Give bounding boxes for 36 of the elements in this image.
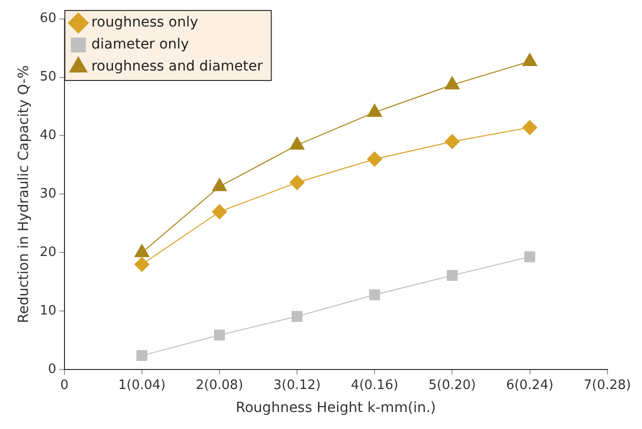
- x-tick-label: 6(0.24): [506, 378, 554, 393]
- y-tick-label: 30: [40, 186, 56, 202]
- legend-label: roughness only: [91, 14, 198, 31]
- point: [367, 152, 382, 167]
- x-tick-label: 4(0.16): [350, 378, 398, 393]
- point: [522, 52, 538, 66]
- point: [524, 251, 536, 262]
- y-axis-title: Reduction in Hydraulic Capacity Q-%: [16, 65, 32, 324]
- x-axis-title: Roughness Height k-mm(in.): [236, 400, 436, 416]
- x-tick-label: 3(0.12): [273, 378, 321, 393]
- point: [290, 175, 305, 190]
- y-tick-label: 50: [40, 70, 56, 85]
- point: [134, 244, 150, 258]
- y-tick-label: 0: [48, 362, 56, 377]
- x-tick-label: 1(0.04): [118, 378, 166, 393]
- point: [212, 204, 227, 220]
- point: [444, 76, 460, 90]
- point: [292, 310, 302, 322]
- y-tick-label: 10: [40, 304, 56, 319]
- y-tick-label: 40: [40, 128, 56, 144]
- y-tick-label: 20: [40, 245, 56, 260]
- point: [214, 330, 225, 341]
- point: [369, 289, 380, 300]
- point: [212, 178, 227, 192]
- legend-label: diameter only: [91, 36, 189, 53]
- point: [134, 256, 150, 272]
- y-tick-label: 60: [40, 11, 56, 26]
- x-tick-label: 2(0.08): [196, 378, 244, 393]
- point: [136, 350, 148, 362]
- point: [446, 270, 458, 281]
- x-tick-label: 7(0.28): [584, 378, 632, 393]
- x-tick-label: 0: [60, 378, 68, 393]
- legend-label: roughness and diameter: [91, 58, 264, 75]
- point: [290, 136, 304, 150]
- point: [367, 104, 382, 117]
- x-tick-label: 5(0.20): [428, 378, 476, 393]
